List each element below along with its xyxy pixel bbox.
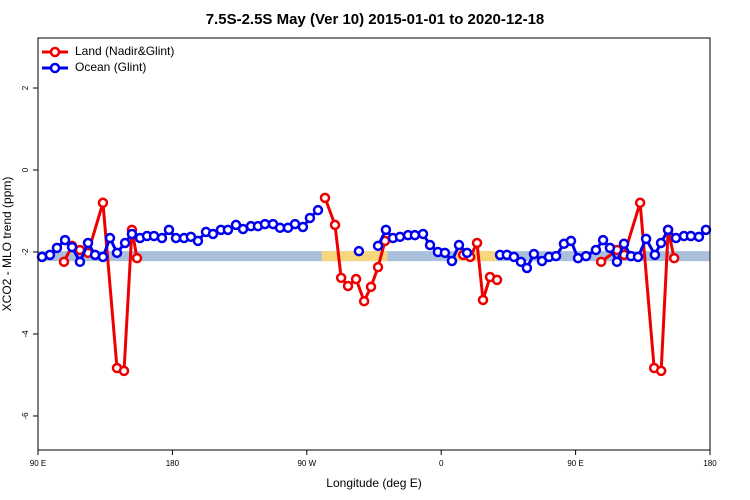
data-point [670, 232, 682, 244]
data-point [662, 224, 674, 236]
data-point [580, 250, 592, 262]
data-point [342, 280, 354, 292]
x-tick-label: 0 [439, 459, 444, 468]
data-point [163, 224, 175, 236]
data-point [207, 228, 219, 240]
data-point [111, 247, 123, 259]
data-point [640, 233, 652, 245]
data-point [304, 212, 316, 224]
data-point [632, 251, 644, 263]
data-point [604, 242, 616, 254]
data-point [550, 250, 562, 262]
x-axis-label: Longitude (deg E) [326, 476, 421, 490]
data-point [131, 252, 143, 264]
data-point [59, 234, 71, 246]
data-point [372, 261, 384, 273]
data-point [409, 229, 421, 241]
data-point [82, 237, 94, 249]
plot-frame [37, 37, 711, 451]
data-point [192, 235, 204, 247]
data-point [118, 365, 130, 377]
x-tick-label: 90 E [30, 459, 46, 468]
x-tick-label: 180 [166, 459, 180, 468]
data-point [515, 256, 527, 268]
x-tick-label: 90 E [567, 459, 583, 468]
data-point [668, 252, 680, 264]
y-tick-label: 2 [21, 85, 30, 90]
data-point [446, 255, 458, 267]
legend-label: Ocean (Glint) [75, 60, 146, 74]
y-tick-label: -4 [21, 330, 30, 338]
data-point [521, 262, 533, 274]
y-axis-label: XCO2 - MLO trend (ppm) [0, 177, 14, 312]
data-point [685, 230, 697, 242]
data-point [97, 251, 109, 263]
legend-marker [49, 46, 61, 58]
data-point [126, 228, 138, 240]
data-point [297, 221, 309, 233]
legend-label: Land (Nadir&Glint) [75, 44, 174, 58]
data-point [66, 241, 78, 253]
data-point [491, 274, 503, 286]
data-point [471, 237, 483, 249]
data-point [350, 273, 362, 285]
data-point [259, 218, 271, 230]
data-point [119, 237, 131, 249]
data-point [528, 248, 540, 260]
data-point [477, 294, 489, 306]
data-point [51, 242, 63, 254]
data-point [44, 249, 56, 261]
data-point [700, 224, 712, 236]
data-point [508, 251, 520, 263]
data-point [417, 228, 429, 240]
data-point [104, 232, 116, 244]
data-point [611, 256, 623, 268]
data-point [329, 219, 341, 231]
data-point [424, 239, 436, 251]
data-point [572, 252, 584, 264]
data-point [97, 197, 109, 209]
data-point [634, 197, 646, 209]
legend-marker [49, 62, 61, 74]
y-tick-label: 0 [21, 167, 30, 172]
data-point [649, 249, 661, 261]
data-point [358, 295, 370, 307]
data-point [565, 235, 577, 247]
data-point [590, 244, 602, 256]
data-point [461, 247, 473, 259]
data-point [353, 245, 365, 257]
data-point [655, 365, 667, 377]
data-point [335, 272, 347, 284]
data-point [222, 224, 234, 236]
chart-title: 7.5S-2.5S May (Ver 10) 2015-01-01 to 202… [206, 11, 545, 28]
data-point [365, 281, 377, 293]
data-point [655, 237, 667, 249]
data-point [595, 256, 607, 268]
y-tick-label: -2 [21, 248, 30, 256]
data-point [156, 232, 168, 244]
data-point [170, 232, 182, 244]
data-point [380, 224, 392, 236]
data-point [439, 247, 451, 259]
data-point [58, 256, 70, 268]
data-point [312, 204, 324, 216]
data-point [319, 192, 331, 204]
data-point [453, 239, 465, 251]
x-tick-label: 180 [703, 459, 717, 468]
y-tick-label: -6 [21, 412, 30, 420]
data-point [618, 238, 630, 250]
data-point [597, 234, 609, 246]
x-tick-label: 90 W [297, 459, 316, 468]
data-point [394, 231, 406, 243]
data-point [74, 256, 86, 268]
data-point [693, 231, 705, 243]
data-point [372, 240, 384, 252]
